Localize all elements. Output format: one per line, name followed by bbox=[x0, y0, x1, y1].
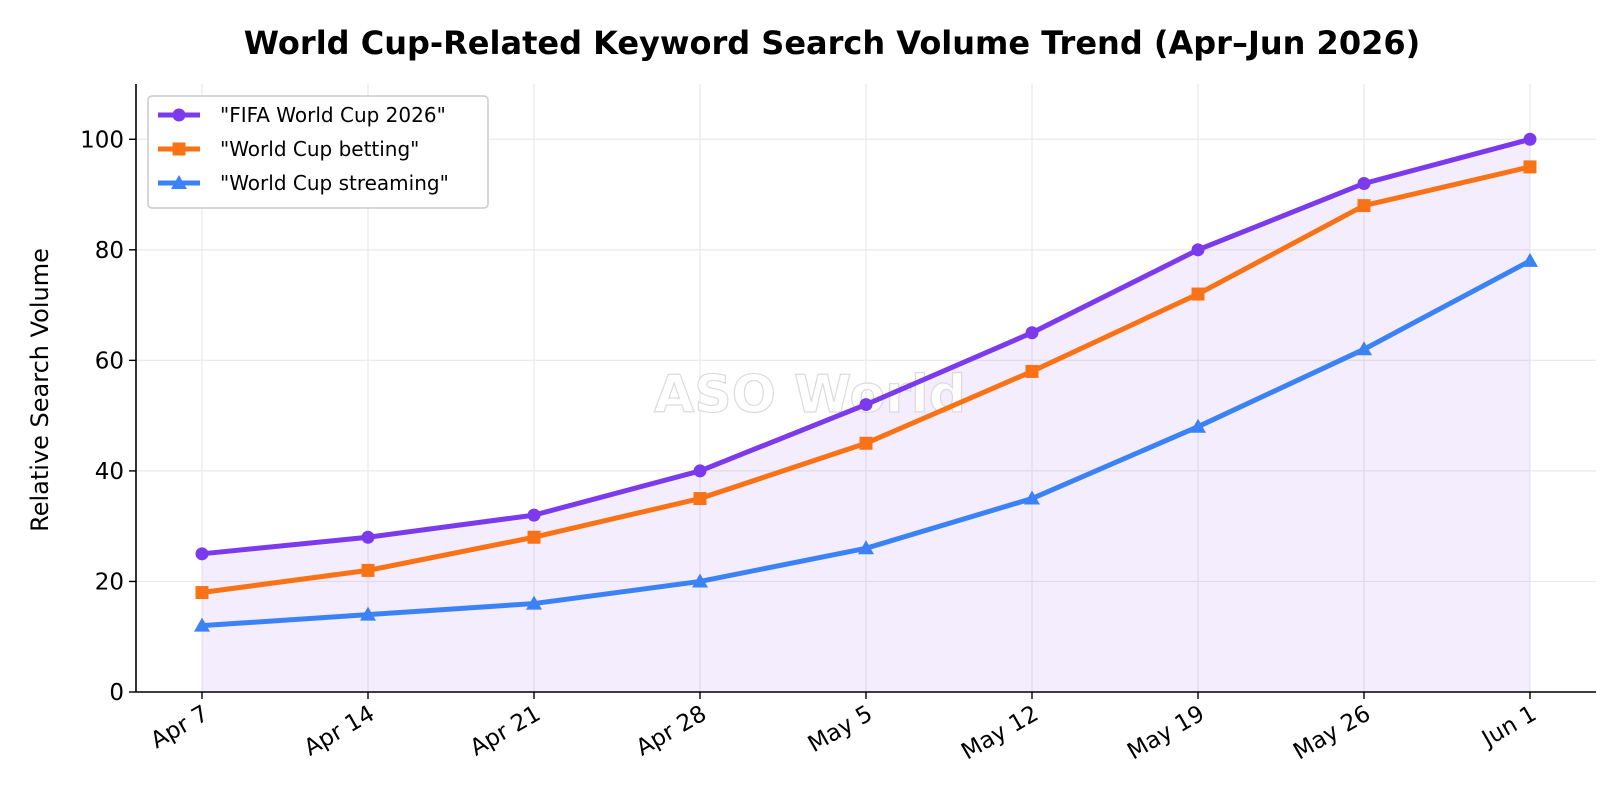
x-tick-label: May 12 bbox=[957, 701, 1043, 766]
data-point bbox=[1025, 326, 1039, 340]
x-tick-label: Apr 7 bbox=[147, 701, 213, 754]
data-point bbox=[195, 586, 209, 600]
x-tick-label: May 5 bbox=[804, 701, 877, 758]
x-tick-label: Apr 14 bbox=[300, 701, 379, 762]
data-point bbox=[360, 606, 376, 621]
data-point bbox=[693, 464, 707, 478]
y-tick-label: 20 bbox=[95, 569, 124, 595]
data-point bbox=[1357, 199, 1371, 213]
data-point bbox=[195, 547, 209, 561]
data-point bbox=[859, 436, 873, 450]
legend-label: "World Cup streaming" bbox=[220, 171, 449, 195]
data-point bbox=[527, 530, 541, 544]
data-point bbox=[1191, 243, 1205, 257]
legend-item: "World Cup betting" bbox=[158, 137, 419, 161]
area-fill-path bbox=[202, 139, 1530, 693]
data-point bbox=[1522, 252, 1538, 267]
legend-label: "World Cup betting" bbox=[220, 137, 419, 161]
data-point bbox=[693, 492, 707, 506]
legend-label: "FIFA World Cup 2026" bbox=[220, 103, 446, 127]
data-point bbox=[1191, 287, 1205, 301]
y-axis-label: Relative Search Volume bbox=[26, 248, 54, 532]
data-point bbox=[1024, 490, 1040, 505]
data-point bbox=[1356, 341, 1372, 356]
series-2 bbox=[194, 252, 1538, 632]
y-tick-label: 80 bbox=[95, 238, 124, 264]
y-tick-label: 40 bbox=[95, 459, 124, 485]
data-point bbox=[1357, 176, 1371, 190]
legend-marker bbox=[172, 108, 186, 122]
x-tick-label: Apr 28 bbox=[632, 701, 711, 762]
legend-marker bbox=[171, 175, 187, 189]
y-tick-label: 100 bbox=[80, 127, 124, 153]
data-point bbox=[859, 398, 873, 412]
series bbox=[194, 132, 1538, 632]
series-1 bbox=[195, 160, 1537, 600]
x-tick-label: Apr 21 bbox=[466, 701, 545, 762]
data-point bbox=[1523, 160, 1537, 174]
data-point bbox=[1190, 418, 1206, 433]
y-tick-label: 0 bbox=[109, 680, 124, 706]
watermark: ASO World bbox=[654, 365, 966, 425]
data-point bbox=[1025, 364, 1039, 378]
y-tick-label: 60 bbox=[95, 348, 124, 374]
data-point bbox=[858, 540, 874, 555]
chart-title: World Cup-Related Keyword Search Volume … bbox=[244, 24, 1420, 62]
x-tick-label: Jun 1 bbox=[1476, 701, 1541, 753]
data-point bbox=[361, 563, 375, 577]
area-fill bbox=[202, 139, 1530, 693]
series-0 bbox=[195, 132, 1537, 561]
data-point bbox=[194, 617, 210, 632]
legend-box bbox=[147, 95, 489, 209]
data-point bbox=[692, 573, 708, 588]
data-point bbox=[526, 595, 542, 610]
x-tick-label: May 19 bbox=[1123, 701, 1209, 766]
legend-marker bbox=[172, 142, 186, 156]
legend: "FIFA World Cup 2026" "World Cup betting"… bbox=[147, 95, 489, 209]
data-point bbox=[527, 508, 541, 522]
legend-item: "FIFA World Cup 2026" bbox=[158, 103, 446, 127]
data-point bbox=[361, 530, 375, 544]
axes bbox=[129, 84, 1596, 699]
legend-item: "World Cup streaming" bbox=[158, 171, 449, 195]
data-point bbox=[1523, 132, 1537, 146]
x-tick-label: May 26 bbox=[1289, 701, 1375, 766]
